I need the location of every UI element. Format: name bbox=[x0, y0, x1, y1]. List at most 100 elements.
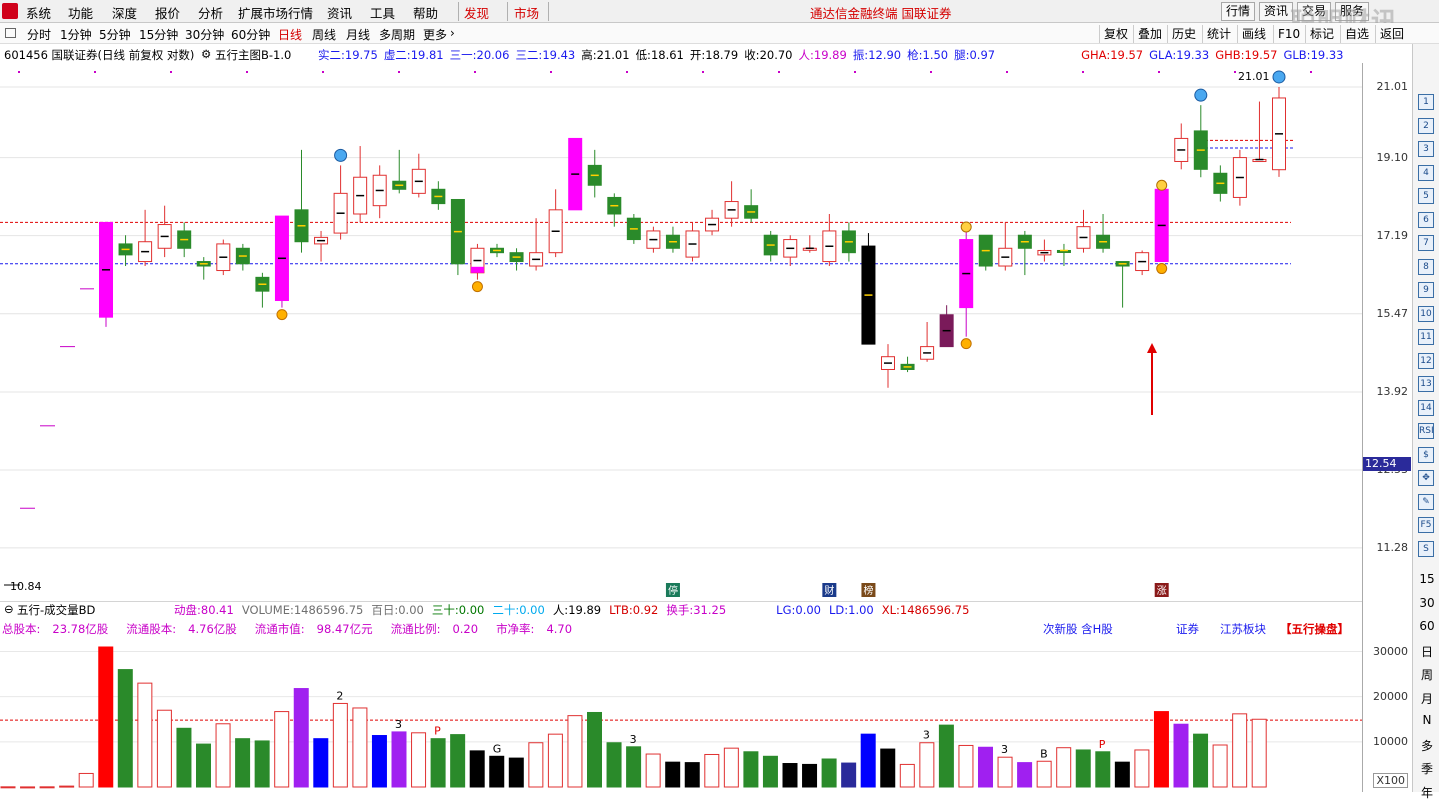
chevron-right-icon[interactable]: › bbox=[450, 26, 455, 40]
side-period-button[interactable]: 季 bbox=[1420, 762, 1433, 776]
tool-mark[interactable]: 标记 bbox=[1305, 25, 1338, 43]
app-logo-icon bbox=[2, 3, 18, 19]
candle bbox=[861, 233, 876, 345]
menu-depth[interactable]: 深度 bbox=[112, 6, 138, 21]
side-tool-icon[interactable]: 10 bbox=[1418, 305, 1434, 322]
period-daily[interactable]: 日线 bbox=[278, 28, 303, 42]
menu-quote[interactable]: 报价 bbox=[155, 6, 181, 21]
btn-quotes[interactable]: 行情 bbox=[1221, 2, 1256, 21]
tool-history[interactable]: 历史 bbox=[1167, 25, 1200, 43]
info-label: GHA: bbox=[1081, 48, 1111, 62]
period-tick[interactable]: 分时 bbox=[27, 28, 52, 42]
side-tool-icon[interactable]: 5 bbox=[1418, 188, 1434, 204]
side-tool-icon[interactable]: ✎ bbox=[1418, 493, 1434, 510]
period-60min[interactable]: 60分钟 bbox=[231, 28, 271, 42]
tag-wuxing[interactable]: 【五行操盘】 bbox=[1280, 622, 1349, 636]
tool-draw[interactable]: 画线 bbox=[1237, 25, 1270, 43]
btn-news[interactable]: 资讯 bbox=[1259, 2, 1294, 21]
side-tool-icon[interactable]: 14 bbox=[1418, 399, 1434, 416]
tool-stats[interactable]: 统计 bbox=[1202, 25, 1235, 43]
volume-bar bbox=[899, 763, 915, 788]
side-period-button[interactable]: 年 bbox=[1420, 785, 1433, 800]
menu-function[interactable]: 功能 bbox=[68, 6, 94, 21]
period-15min[interactable]: 15分钟 bbox=[139, 28, 179, 42]
tool-overlay[interactable]: 叠加 bbox=[1133, 25, 1166, 43]
tool-adjust[interactable]: 复权 bbox=[1099, 25, 1132, 43]
tool-watchlist[interactable]: 自选 bbox=[1340, 25, 1373, 43]
volume-bar bbox=[919, 742, 935, 788]
candle bbox=[1037, 239, 1052, 262]
candle bbox=[763, 230, 778, 262]
side-tool-icon[interactable]: 11 bbox=[1418, 329, 1434, 345]
tag-sector[interactable]: 证券 bbox=[1176, 622, 1199, 636]
side-tool-icon[interactable]: $ bbox=[1418, 446, 1434, 463]
volume-bar bbox=[411, 732, 427, 788]
top-dot bbox=[1006, 71, 1008, 73]
menu-news[interactable]: 资讯 bbox=[327, 6, 353, 21]
side-tool-icon[interactable]: 7 bbox=[1418, 235, 1434, 251]
side-tool-icon[interactable]: 2 bbox=[1418, 117, 1434, 134]
period-multi[interactable]: 多周期 bbox=[379, 28, 416, 42]
candle bbox=[333, 165, 348, 240]
side-period-button[interactable]: 60 bbox=[1419, 619, 1435, 633]
tool-f10[interactable]: F10 bbox=[1273, 25, 1304, 43]
menu-analysis[interactable]: 分析 bbox=[198, 6, 224, 21]
btn-service[interactable]: 服务 bbox=[1335, 2, 1370, 21]
candlestick-chart[interactable]: 21.01 10.84 停 财 榜 涨 bbox=[0, 63, 1362, 601]
gold-coin-icon bbox=[471, 281, 483, 293]
menu-help[interactable]: 帮助 bbox=[413, 6, 439, 21]
side-period-button[interactable]: 日 bbox=[1420, 644, 1433, 659]
side-period-button[interactable]: 多 bbox=[1420, 738, 1433, 753]
side-period-button[interactable]: 30 bbox=[1419, 595, 1435, 610]
side-tool-icon[interactable]: 3 bbox=[1418, 141, 1434, 157]
candle bbox=[568, 137, 583, 211]
side-tool-icon[interactable]: RSI bbox=[1418, 423, 1434, 439]
period-weekly[interactable]: 周线 bbox=[312, 28, 337, 42]
side-tool-icon[interactable]: ✥ bbox=[1418, 470, 1434, 486]
side-period-button[interactable]: 周 bbox=[1420, 668, 1433, 682]
volume-bar bbox=[117, 669, 133, 788]
panel-toggle-icon[interactable] bbox=[5, 28, 16, 38]
vol-label: LG: bbox=[776, 603, 796, 617]
vol-value: 19.89 bbox=[568, 603, 602, 617]
period-30min[interactable]: 30分钟 bbox=[185, 28, 225, 42]
btn-trade[interactable]: 交易 bbox=[1297, 2, 1332, 21]
volume-bar bbox=[430, 738, 446, 788]
menu-system[interactable]: 系统 bbox=[26, 6, 52, 21]
side-tool-icon[interactable]: 9 bbox=[1418, 282, 1434, 298]
volume-scale-label: X100 bbox=[1373, 773, 1408, 788]
period-1min[interactable]: 1分钟 bbox=[60, 28, 92, 42]
info-value: 1.50 bbox=[922, 48, 949, 62]
side-tool-icon[interactable]: 8 bbox=[1418, 258, 1434, 275]
volume-indicator-title[interactable]: 五行-成交量BD bbox=[17, 603, 96, 617]
period-5min[interactable]: 5分钟 bbox=[99, 28, 131, 42]
side-tool-icon[interactable]: F5 bbox=[1418, 517, 1434, 533]
tag-region[interactable]: 江苏板块 bbox=[1220, 622, 1266, 636]
side-tool-icon[interactable]: 13 bbox=[1418, 376, 1434, 392]
menu-market[interactable]: 市场 bbox=[514, 6, 540, 21]
candle bbox=[392, 149, 407, 194]
side-tool-icon[interactable]: S bbox=[1418, 540, 1434, 557]
side-tool-icon[interactable]: 6 bbox=[1418, 211, 1434, 228]
top-dot bbox=[778, 71, 780, 73]
candle bbox=[450, 198, 465, 276]
current-price-tag: 12.54 bbox=[1363, 457, 1411, 471]
period-more[interactable]: 更多 bbox=[423, 28, 448, 42]
side-period-button[interactable]: 15 bbox=[1419, 572, 1435, 586]
side-period-button[interactable]: N bbox=[1422, 713, 1432, 727]
side-period-button[interactable]: 月 bbox=[1420, 691, 1433, 706]
tool-back[interactable]: 返回 bbox=[1375, 25, 1408, 43]
period-monthly[interactable]: 月线 bbox=[346, 28, 371, 42]
gear-icon[interactable]: ⚙ bbox=[201, 47, 212, 61]
side-tool-icon[interactable]: 12 bbox=[1418, 352, 1434, 369]
menu-ext-market[interactable]: 扩展市场行情 bbox=[238, 6, 314, 21]
indicator-name[interactable]: 五行主图B-1.0 bbox=[215, 48, 292, 62]
tag-new-stock[interactable]: 次新股 含H股 bbox=[1043, 622, 1113, 636]
side-tool-icon[interactable]: 4 bbox=[1418, 164, 1434, 181]
collapse-icon[interactable]: ⊖ bbox=[4, 602, 14, 616]
side-tool-icon[interactable]: 1 bbox=[1418, 94, 1434, 110]
menu-bar: 系统 功能 深度 报价 分析 扩展市场行情 资讯 工具 帮助 发现 市场 通达信… bbox=[0, 0, 1439, 38]
menu-discover[interactable]: 发现 bbox=[464, 6, 490, 21]
menu-tools[interactable]: 工具 bbox=[370, 6, 396, 21]
